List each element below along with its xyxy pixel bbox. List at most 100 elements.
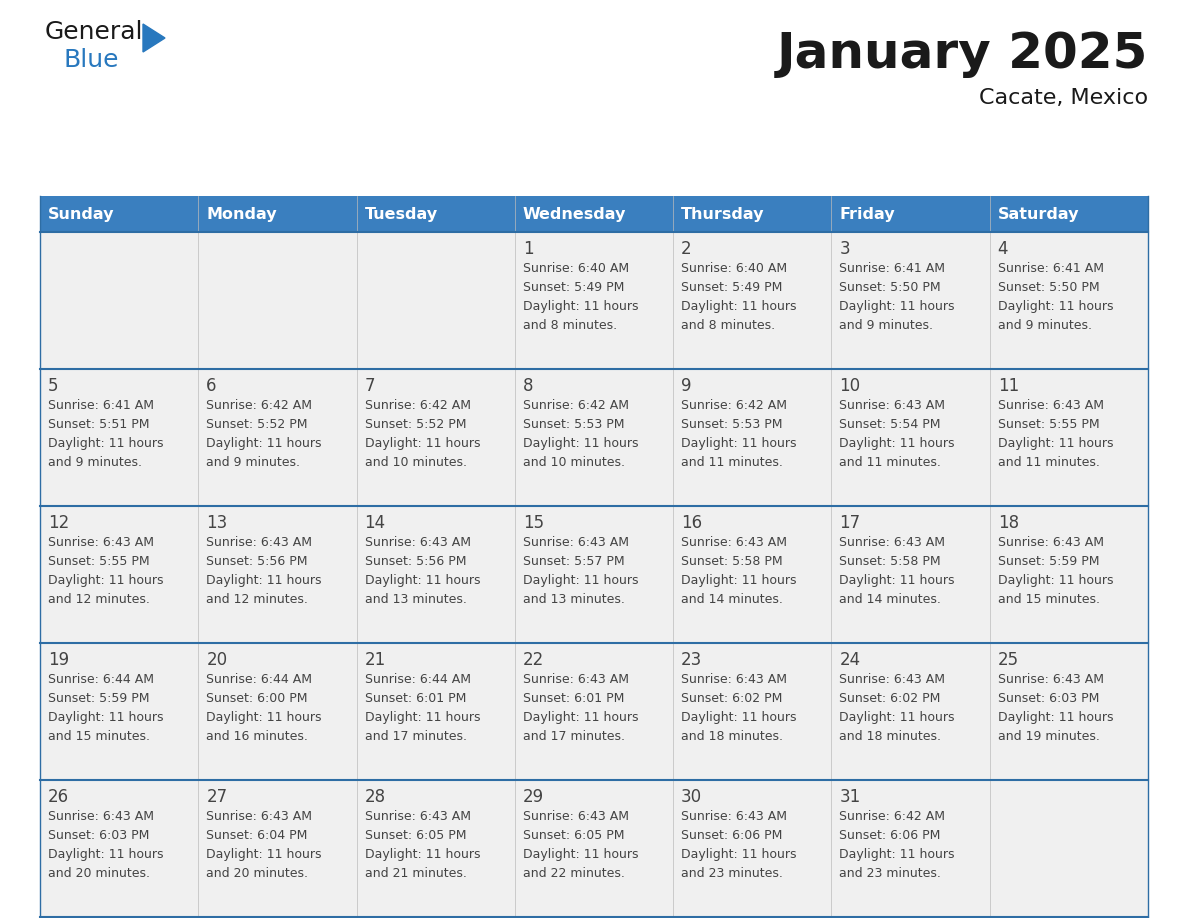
Bar <box>198 780 356 917</box>
Bar <box>356 643 514 780</box>
Polygon shape <box>143 24 165 52</box>
Bar <box>40 232 198 369</box>
Text: and 22 minutes.: and 22 minutes. <box>523 867 625 880</box>
Text: Daylight: 11 hours: Daylight: 11 hours <box>998 711 1113 724</box>
Bar <box>990 369 1148 506</box>
Text: Sunrise: 6:43 AM: Sunrise: 6:43 AM <box>681 536 788 549</box>
Text: Sunrise: 6:42 AM: Sunrise: 6:42 AM <box>681 399 788 412</box>
Text: and 12 minutes.: and 12 minutes. <box>207 593 308 606</box>
Text: Daylight: 11 hours: Daylight: 11 hours <box>840 574 955 587</box>
Text: Sunrise: 6:43 AM: Sunrise: 6:43 AM <box>998 399 1104 412</box>
Text: Daylight: 11 hours: Daylight: 11 hours <box>840 848 955 861</box>
Text: 15: 15 <box>523 514 544 532</box>
Bar <box>514 369 674 506</box>
Text: Sunrise: 6:43 AM: Sunrise: 6:43 AM <box>48 810 154 823</box>
Text: General: General <box>45 20 144 44</box>
Text: 11: 11 <box>998 377 1019 395</box>
Text: Daylight: 11 hours: Daylight: 11 hours <box>840 437 955 450</box>
Bar <box>198 232 356 369</box>
Text: and 23 minutes.: and 23 minutes. <box>840 867 941 880</box>
Bar <box>356 196 514 232</box>
Bar <box>356 369 514 506</box>
Text: Sunset: 5:49 PM: Sunset: 5:49 PM <box>681 281 783 294</box>
Text: Daylight: 11 hours: Daylight: 11 hours <box>840 300 955 313</box>
Text: and 18 minutes.: and 18 minutes. <box>681 730 783 743</box>
Text: 9: 9 <box>681 377 691 395</box>
Text: 3: 3 <box>840 240 851 258</box>
Bar <box>832 643 990 780</box>
Text: Daylight: 11 hours: Daylight: 11 hours <box>48 848 164 861</box>
Text: and 15 minutes.: and 15 minutes. <box>48 730 150 743</box>
Text: 30: 30 <box>681 788 702 806</box>
Text: Sunset: 6:05 PM: Sunset: 6:05 PM <box>523 829 625 842</box>
Text: Sunday: Sunday <box>48 207 114 222</box>
Text: Sunrise: 6:42 AM: Sunrise: 6:42 AM <box>365 399 470 412</box>
Text: Sunset: 5:59 PM: Sunset: 5:59 PM <box>48 692 150 705</box>
Text: and 12 minutes.: and 12 minutes. <box>48 593 150 606</box>
Text: and 14 minutes.: and 14 minutes. <box>840 593 941 606</box>
Bar <box>40 643 198 780</box>
Text: Sunset: 5:56 PM: Sunset: 5:56 PM <box>365 555 466 568</box>
Text: Sunrise: 6:41 AM: Sunrise: 6:41 AM <box>840 262 946 275</box>
Text: 24: 24 <box>840 651 860 669</box>
Text: 6: 6 <box>207 377 216 395</box>
Text: and 11 minutes.: and 11 minutes. <box>681 456 783 469</box>
Text: Sunset: 6:05 PM: Sunset: 6:05 PM <box>365 829 466 842</box>
Text: Sunrise: 6:42 AM: Sunrise: 6:42 AM <box>523 399 628 412</box>
Text: Cacate, Mexico: Cacate, Mexico <box>979 88 1148 108</box>
Text: and 11 minutes.: and 11 minutes. <box>998 456 1100 469</box>
Text: and 9 minutes.: and 9 minutes. <box>998 319 1092 332</box>
Bar <box>40 780 198 917</box>
Text: Sunset: 5:51 PM: Sunset: 5:51 PM <box>48 418 150 431</box>
Bar <box>514 780 674 917</box>
Bar <box>674 232 832 369</box>
Bar <box>356 780 514 917</box>
Text: Sunrise: 6:41 AM: Sunrise: 6:41 AM <box>998 262 1104 275</box>
Text: and 10 minutes.: and 10 minutes. <box>523 456 625 469</box>
Text: Sunset: 5:59 PM: Sunset: 5:59 PM <box>998 555 1099 568</box>
Text: Daylight: 11 hours: Daylight: 11 hours <box>998 437 1113 450</box>
Text: 17: 17 <box>840 514 860 532</box>
Text: Sunset: 5:55 PM: Sunset: 5:55 PM <box>998 418 1099 431</box>
Text: Daylight: 11 hours: Daylight: 11 hours <box>998 574 1113 587</box>
Bar <box>198 369 356 506</box>
Text: Sunset: 6:02 PM: Sunset: 6:02 PM <box>681 692 783 705</box>
Text: and 8 minutes.: and 8 minutes. <box>681 319 776 332</box>
Bar <box>40 196 198 232</box>
Text: Sunset: 6:03 PM: Sunset: 6:03 PM <box>998 692 1099 705</box>
Text: Daylight: 11 hours: Daylight: 11 hours <box>998 300 1113 313</box>
Text: and 21 minutes.: and 21 minutes. <box>365 867 467 880</box>
Text: and 13 minutes.: and 13 minutes. <box>365 593 467 606</box>
Text: and 8 minutes.: and 8 minutes. <box>523 319 617 332</box>
Text: Sunrise: 6:42 AM: Sunrise: 6:42 AM <box>207 399 312 412</box>
Text: 16: 16 <box>681 514 702 532</box>
Text: Daylight: 11 hours: Daylight: 11 hours <box>365 437 480 450</box>
Bar <box>356 506 514 643</box>
Text: Daylight: 11 hours: Daylight: 11 hours <box>207 574 322 587</box>
Text: Sunrise: 6:43 AM: Sunrise: 6:43 AM <box>523 536 628 549</box>
Text: and 16 minutes.: and 16 minutes. <box>207 730 308 743</box>
Text: Daylight: 11 hours: Daylight: 11 hours <box>207 711 322 724</box>
Text: Sunrise: 6:43 AM: Sunrise: 6:43 AM <box>365 810 470 823</box>
Bar <box>832 506 990 643</box>
Text: and 17 minutes.: and 17 minutes. <box>523 730 625 743</box>
Text: Sunset: 5:57 PM: Sunset: 5:57 PM <box>523 555 625 568</box>
Text: and 18 minutes.: and 18 minutes. <box>840 730 941 743</box>
Text: and 20 minutes.: and 20 minutes. <box>48 867 150 880</box>
Text: Sunrise: 6:44 AM: Sunrise: 6:44 AM <box>48 673 154 686</box>
Text: 13: 13 <box>207 514 228 532</box>
Text: Sunset: 5:58 PM: Sunset: 5:58 PM <box>681 555 783 568</box>
Text: and 9 minutes.: and 9 minutes. <box>207 456 301 469</box>
Text: and 15 minutes.: and 15 minutes. <box>998 593 1100 606</box>
Text: 4: 4 <box>998 240 1009 258</box>
Text: 28: 28 <box>365 788 386 806</box>
Bar <box>990 780 1148 917</box>
Text: 1: 1 <box>523 240 533 258</box>
Text: Thursday: Thursday <box>681 207 765 222</box>
Text: Sunset: 6:03 PM: Sunset: 6:03 PM <box>48 829 150 842</box>
Text: Sunset: 5:52 PM: Sunset: 5:52 PM <box>365 418 466 431</box>
Text: Sunrise: 6:44 AM: Sunrise: 6:44 AM <box>207 673 312 686</box>
Text: Daylight: 11 hours: Daylight: 11 hours <box>681 848 797 861</box>
Bar <box>832 369 990 506</box>
Text: 22: 22 <box>523 651 544 669</box>
